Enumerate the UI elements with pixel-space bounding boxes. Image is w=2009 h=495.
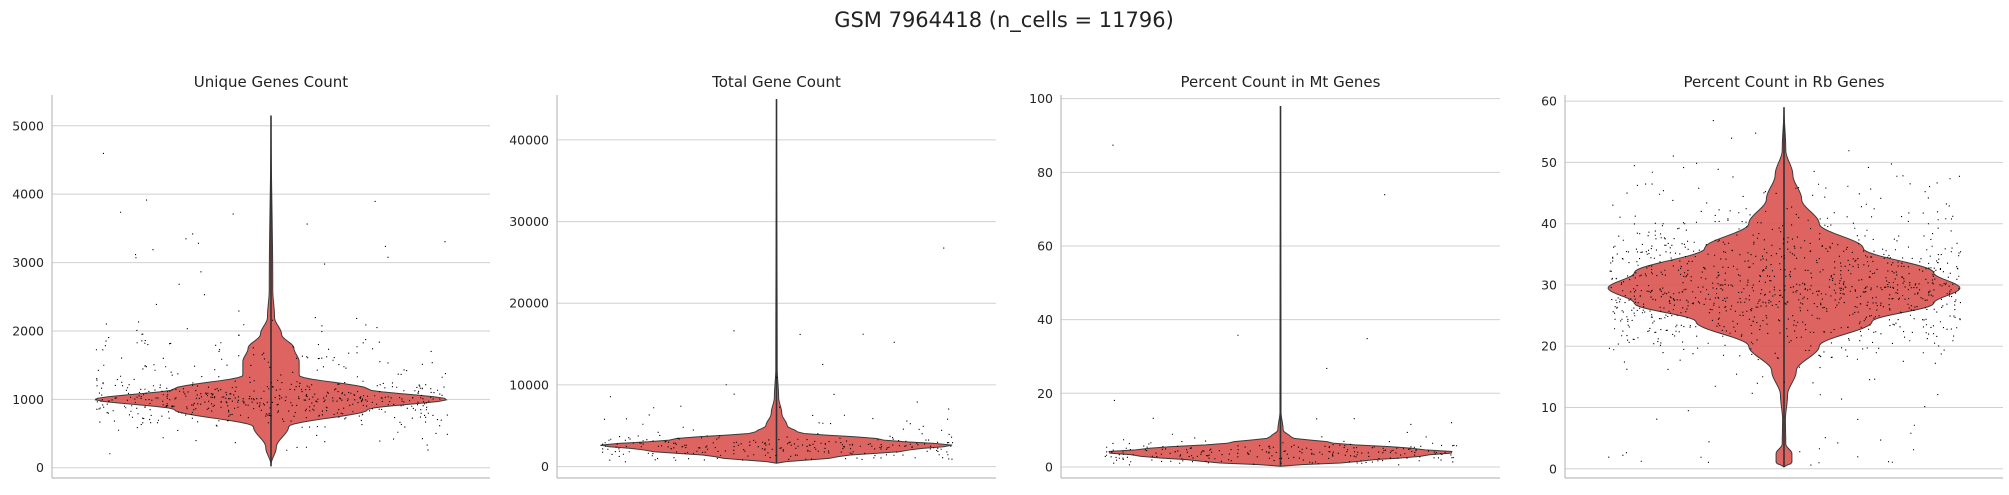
y-tick-label: 4000 <box>12 187 44 202</box>
y-tick-label: 40000 <box>509 132 549 147</box>
panel-percent-rb-genes: 0 10 20 30 40 50 60 Percent Count in Rb Genes <box>1541 73 2003 479</box>
panel-title-unique-genes-count: Unique Genes Count <box>194 73 349 91</box>
y-tick-label: 40 <box>1541 216 1557 231</box>
y-tick-label: 20 <box>1037 386 1053 401</box>
y-tick-label: 50 <box>1541 155 1557 170</box>
y-tick-label: 2000 <box>12 323 44 338</box>
y-tick-label: 20000 <box>509 296 549 311</box>
y-tick-label: 5000 <box>12 118 44 133</box>
y-tick-label: 0 <box>1045 459 1053 474</box>
y-tick-label: 10000 <box>509 377 549 392</box>
y-tick-label: 30 <box>1541 277 1557 292</box>
y-tick-label: 1000 <box>12 392 44 407</box>
panel-title-percent-count-in-rb-genes: Percent Count in Rb Genes <box>1683 73 1884 91</box>
y-tick-label: 0 <box>36 460 44 475</box>
y-tick-label: 100 <box>1029 91 1053 106</box>
y-tick-label: 20 <box>1541 339 1557 354</box>
y-tick-label: 60 <box>1037 238 1053 253</box>
y-tick-label: 60 <box>1541 94 1557 109</box>
panel-unique-genes-count: 0 1000 2000 3000 4000 5000 Unique Genes Count <box>12 73 490 479</box>
cell-points <box>1608 120 1962 466</box>
panel-total-gene-count: 0 10000 20000 30000 40000 Total Gene Count <box>509 73 996 479</box>
y-tick-label: 40 <box>1037 312 1053 327</box>
y-tick-label: 3000 <box>12 255 44 270</box>
y-tick-label: 80 <box>1037 165 1053 180</box>
panel-title-total-gene-count: Total Gene Count <box>711 73 841 91</box>
y-tick-label: 30000 <box>509 214 549 229</box>
y-tick-label: 0 <box>1549 461 1557 476</box>
panel-title-percent-count-in-mt-genes: Percent Count in Mt Genes <box>1181 73 1381 91</box>
y-tick-label: 0 <box>541 459 549 474</box>
figure-title: GSM 7964418 (n_cells = 11796) <box>834 8 1174 33</box>
y-tick-label: 10 <box>1541 400 1557 415</box>
panel-percent-mt-genes: 0 20 40 60 80 100 Percent Count in Mt Genes <box>1029 73 1500 479</box>
